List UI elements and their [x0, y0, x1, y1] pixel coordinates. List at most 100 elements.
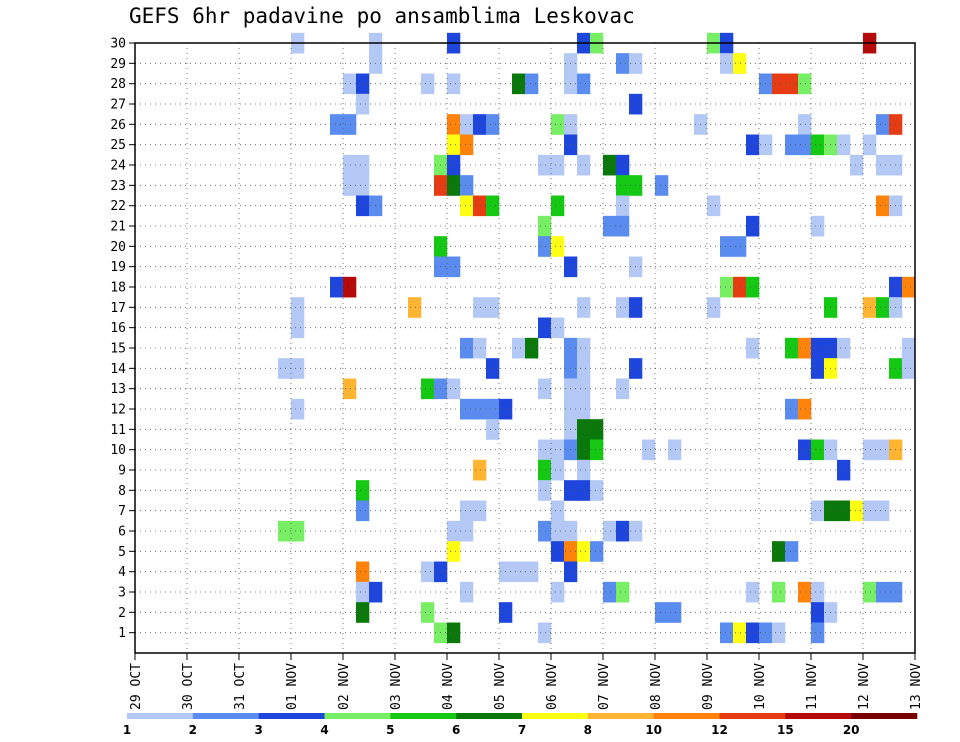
precip-cell: [616, 196, 629, 217]
y-tick-label: 22: [110, 199, 126, 214]
y-tick-label: 17: [110, 301, 126, 316]
precip-cell: [421, 379, 434, 400]
y-tick-label: 28: [110, 77, 126, 92]
y-tick-label: 1: [118, 626, 126, 641]
precip-cell: [291, 399, 304, 420]
precip-cell: [863, 297, 876, 318]
precip-cell: [447, 521, 460, 542]
precip-cell: [590, 419, 603, 440]
precip-cell: [746, 135, 759, 156]
precip-cell: [616, 53, 629, 74]
precip-cell: [460, 114, 473, 135]
precip-cell: [538, 460, 551, 481]
colorbar-label: 15: [777, 723, 794, 737]
precip-cell: [655, 602, 668, 623]
precip-cell: [551, 440, 564, 461]
precip-cell: [720, 236, 733, 257]
precip-cell: [291, 358, 304, 379]
precip-cell: [811, 358, 824, 379]
precip-cell: [538, 480, 551, 501]
y-tick-label: 24: [110, 159, 126, 174]
colorbar-label: 8: [584, 723, 592, 737]
precip-cell: [837, 135, 850, 156]
y-tick-label: 6: [118, 525, 126, 540]
precip-cell: [278, 521, 291, 542]
precip-cell: [798, 135, 811, 156]
colorbar-segment: [588, 713, 654, 719]
precip-cell: [616, 155, 629, 176]
precip-cell: [772, 582, 785, 603]
precip-cell: [447, 541, 460, 562]
precip-cell: [447, 175, 460, 196]
colorbar-label: 2: [189, 723, 197, 737]
y-tick-label: 15: [110, 342, 126, 357]
precip-cell: [356, 94, 369, 115]
colorbar-label: 1: [123, 723, 131, 737]
precip-cell: [486, 399, 499, 420]
colorbar-segment: [259, 713, 325, 719]
precip-cell: [577, 460, 590, 481]
precip-cell: [902, 338, 915, 359]
precip-cell: [811, 216, 824, 237]
precip-cell: [421, 602, 434, 623]
colorbar-segment: [193, 713, 259, 719]
colorbar-label: 12: [711, 723, 728, 737]
x-tick-label: 30 OCT: [181, 663, 196, 710]
precip-cell: [902, 358, 915, 379]
precip-cell: [356, 155, 369, 176]
colorbar-segment: [456, 713, 522, 719]
precip-cell: [525, 74, 538, 95]
precip-cell: [720, 277, 733, 298]
precip-cell: [798, 74, 811, 95]
precip-cell: [460, 501, 473, 522]
colorbar-segment: [522, 713, 588, 719]
precip-cell: [811, 501, 824, 522]
precip-cell: [330, 114, 343, 135]
y-tick-label: 8: [118, 484, 126, 499]
precip-cell: [473, 196, 486, 217]
y-tick-label: 20: [110, 240, 126, 255]
precip-cell: [798, 582, 811, 603]
y-tick-label: 7: [118, 504, 126, 519]
precip-cell: [785, 74, 798, 95]
y-tick-label: 18: [110, 281, 126, 296]
precip-cell: [837, 501, 850, 522]
precip-cell: [473, 338, 486, 359]
colorbar-label: 4: [320, 723, 328, 737]
precip-cell: [798, 440, 811, 461]
precip-cell: [330, 277, 343, 298]
precip-cell: [343, 175, 356, 196]
precip-cell: [746, 582, 759, 603]
precip-cell: [291, 318, 304, 339]
precip-cell: [356, 480, 369, 501]
precip-cell: [863, 135, 876, 156]
y-tick-label: 5: [118, 545, 126, 560]
colorbar-segment: [720, 713, 786, 719]
precip-cell: [551, 318, 564, 339]
precip-cell: [785, 399, 798, 420]
precip-cell: [421, 562, 434, 583]
precip-cell: [603, 521, 616, 542]
y-tick-label: 27: [110, 98, 126, 113]
x-tick-label: 04 NOV: [441, 663, 456, 710]
precip-cell: [785, 541, 798, 562]
precip-cell: [616, 297, 629, 318]
precip-cell: [538, 440, 551, 461]
precip-cell: [512, 74, 525, 95]
precip-cell: [733, 53, 746, 74]
precip-cell: [512, 562, 525, 583]
precip-cell: [486, 114, 499, 135]
precip-cell: [577, 379, 590, 400]
precip-cell: [551, 460, 564, 481]
precip-cell: [876, 440, 889, 461]
colorbar-label: 10: [645, 723, 662, 737]
precip-cell: [590, 480, 603, 501]
precip-cell: [408, 297, 421, 318]
precip-cell: [577, 338, 590, 359]
precip-cell: [590, 440, 603, 461]
precip-cell: [447, 623, 460, 644]
precip-cell: [850, 501, 863, 522]
precip-cell: [356, 602, 369, 623]
x-axis: 29 OCT 30 OCT 31 OCT 01 NOV 02 NOV 03 NOV 04 N…: [129, 653, 924, 710]
y-tick-label: 21: [110, 220, 126, 235]
